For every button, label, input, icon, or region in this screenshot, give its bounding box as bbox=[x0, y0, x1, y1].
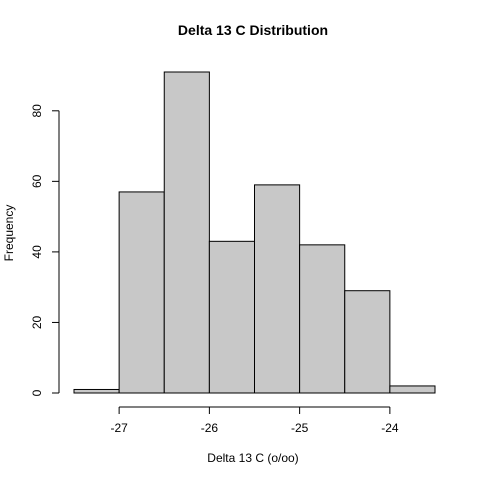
bars-group bbox=[73, 71, 436, 394]
histogram-bar-3 bbox=[208, 240, 255, 394]
y-tick-label-3: 60 bbox=[30, 174, 44, 188]
chart-title: Delta 13 C Distribution bbox=[178, 22, 328, 38]
y-tick-label-1: 20 bbox=[30, 315, 44, 329]
histogram-bar-6 bbox=[344, 290, 391, 394]
y-axis: 0 20 40 60 80 bbox=[30, 104, 60, 396]
y-tick-label-2: 40 bbox=[30, 245, 44, 259]
y-axis-label: Frequency bbox=[2, 205, 16, 262]
x-axis: -27 -26 -25 -24 bbox=[110, 406, 399, 435]
x-tick-label-1: -26 bbox=[201, 421, 219, 435]
histogram-bar-0 bbox=[73, 388, 120, 394]
histogram-bar-4 bbox=[254, 184, 301, 394]
y-tick-label-0: 0 bbox=[30, 389, 44, 396]
histogram-bar-5 bbox=[299, 244, 346, 394]
x-tick-label-0: -27 bbox=[110, 421, 128, 435]
histogram-bar-2 bbox=[163, 71, 210, 394]
histogram-bar-1 bbox=[118, 191, 165, 394]
x-tick-label-3: -24 bbox=[381, 421, 399, 435]
y-tick-label-4: 80 bbox=[30, 104, 44, 118]
histogram-bar-7 bbox=[389, 385, 436, 394]
x-tick-label-2: -25 bbox=[291, 421, 309, 435]
x-axis-label: Delta 13 C (o/oo) bbox=[207, 451, 298, 465]
